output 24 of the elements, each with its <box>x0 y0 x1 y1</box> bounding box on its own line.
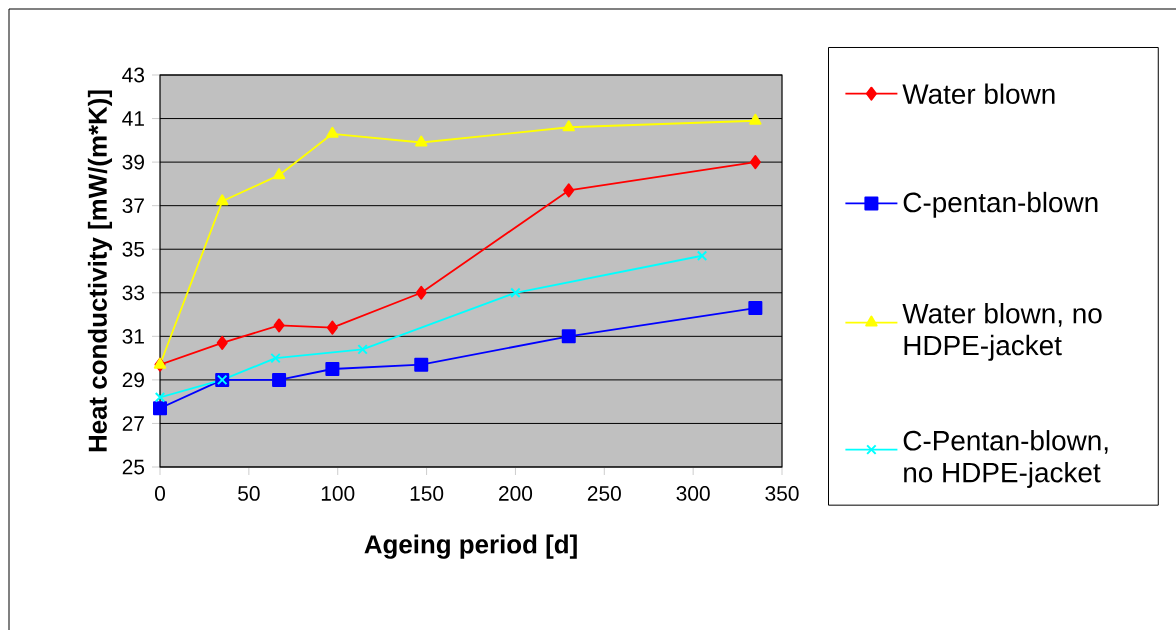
y-tick-label: 33 <box>122 285 145 301</box>
legend-label: C-Pentan-blown, no HDPE-jacket <box>903 430 1108 488</box>
y-tick-label: 29 <box>122 372 144 388</box>
y-tick-label: 43 <box>122 67 145 83</box>
y-tick-label: 27 <box>122 416 144 431</box>
x-tick-label: 50 <box>238 486 260 501</box>
legend-label: Water blown <box>902 83 1055 104</box>
x-tick-label: 200 <box>499 486 533 501</box>
x-tick-label: 350 <box>765 486 799 501</box>
y-axis-title: Heat conductivity [mW/(m*K)] <box>87 90 113 452</box>
y-tick-label: 25 <box>122 459 145 475</box>
y-tick-label: 31 <box>122 328 144 344</box>
y-tick-label: 41 <box>122 111 144 126</box>
y-tick-label: 39 <box>122 154 144 170</box>
x-tick-label: 100 <box>321 486 355 501</box>
legend-label: C-pentan-blown <box>903 191 1098 218</box>
y-tick-label: 35 <box>122 241 145 257</box>
x-tick-label: 300 <box>676 486 710 501</box>
legend-label: Water blown, no HDPE-jacket <box>902 302 1102 361</box>
x-tick-label: 150 <box>410 486 444 501</box>
y-tick-label: 37 <box>122 198 144 214</box>
x-tick-label: 0 <box>155 486 166 501</box>
x-axis-title: Ageing period [d] <box>364 534 577 559</box>
x-tick-label: 250 <box>587 486 621 501</box>
